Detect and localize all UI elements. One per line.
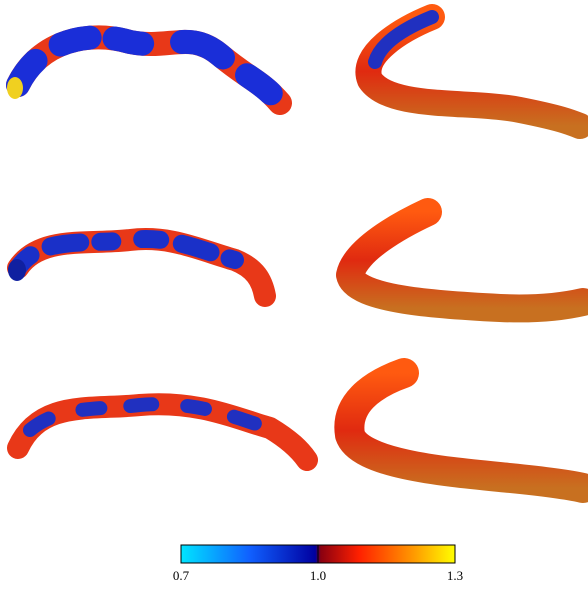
figure: 0.7 1.0 1.3 (0, 0, 588, 584)
vessel-renderings (7, 17, 583, 488)
vessel (18, 404, 307, 460)
colorbar-tick-label: 1.0 (310, 568, 326, 583)
vessel-pattern (18, 37, 280, 103)
vessel (349, 373, 583, 488)
vessel-end (8, 259, 26, 281)
vessel (350, 212, 583, 308)
colorbar-tick-label: 1.3 (447, 568, 463, 583)
vessel-end (7, 77, 23, 99)
colorbar-tick-label: 0.7 (173, 568, 190, 583)
